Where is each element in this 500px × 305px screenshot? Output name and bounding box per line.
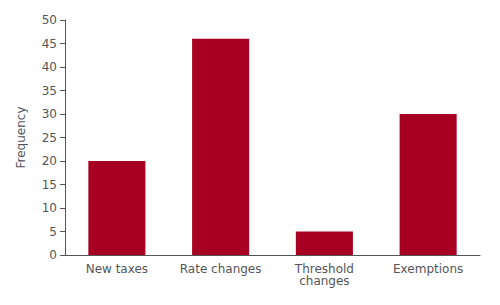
svg-text:50: 50 — [42, 13, 57, 27]
svg-text:Rate changes: Rate changes — [180, 262, 262, 276]
svg-text:15: 15 — [42, 178, 57, 192]
svg-text:45: 45 — [42, 37, 57, 51]
svg-text:5: 5 — [49, 225, 57, 239]
svg-text:30: 30 — [42, 107, 57, 121]
svg-text:Frequency: Frequency — [14, 107, 28, 169]
svg-text:New taxes: New taxes — [86, 262, 148, 276]
svg-text:0: 0 — [49, 248, 57, 262]
svg-text:10: 10 — [42, 201, 57, 215]
svg-text:20: 20 — [42, 154, 57, 168]
svg-text:changes: changes — [299, 274, 349, 288]
svg-text:40: 40 — [42, 60, 57, 74]
svg-text:Exemptions: Exemptions — [393, 262, 463, 276]
svg-text:25: 25 — [42, 131, 57, 145]
svg-text:Threshold: Threshold — [294, 262, 354, 276]
svg-text:35: 35 — [42, 84, 57, 98]
